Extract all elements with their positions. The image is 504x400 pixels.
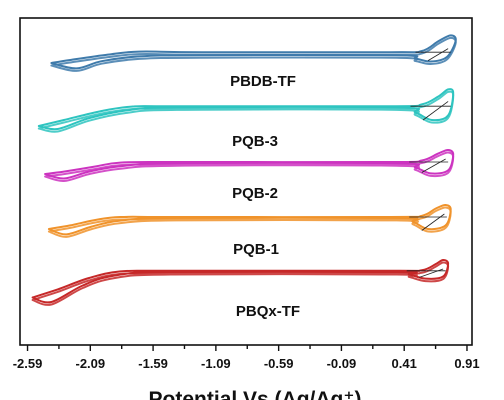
x-tick-label-3: -1.09	[201, 356, 231, 371]
x-axis-ticks	[26, 345, 468, 351]
tangent-lines-group	[406, 48, 451, 278]
x-tick-label-4: -0.59	[264, 356, 294, 371]
curve-pbqx-tf-return	[31, 261, 450, 306]
curve-pbdb-tf-return	[50, 36, 457, 72]
curve-pqb-3-return	[37, 90, 455, 133]
x-tick-label-0: -2.59	[13, 356, 43, 371]
curve-pbdb-tf	[50, 34, 457, 70]
series-label-pqb-1: PQB-1	[233, 241, 279, 258]
tangent-pbdb-tf	[427, 48, 449, 61]
series-label-pqb-2: PQB-2	[232, 185, 278, 202]
series-label-pbdb-tf: PBDB-TF	[230, 73, 296, 90]
x-axis-tick-labels: -2.59 -2.09 -1.59 -1.09 -0.59 -0.09 0.41 0.91	[13, 356, 480, 371]
curve-pbqx-tf	[31, 258, 450, 304]
x-tick-label-6: 0.41	[392, 356, 417, 371]
curve-pqb-1-return	[47, 206, 452, 238]
x-axis-title: Potential Vs (Ag/Ag⁺)	[149, 388, 362, 400]
tangent-pqb-3	[422, 101, 449, 121]
series-labels-group: PBDB-TF PQB-3 PQB-2 PQB-1 PBQx-TF	[230, 73, 300, 320]
plot-frame	[19, 17, 473, 346]
x-tick-label-7: 0.91	[454, 356, 479, 371]
curve-pqb-2-return	[44, 151, 455, 183]
curves-group	[31, 34, 457, 306]
x-tick-label-2: -1.59	[138, 356, 168, 371]
series-label-pbqx-tf: PBQx-TF	[236, 303, 300, 320]
series-label-pqb-3: PQB-3	[232, 133, 278, 150]
x-tick-label-5: -0.09	[327, 356, 357, 371]
tangent-pqb-2	[421, 158, 446, 173]
x-tick-label-1: -2.09	[75, 356, 105, 371]
